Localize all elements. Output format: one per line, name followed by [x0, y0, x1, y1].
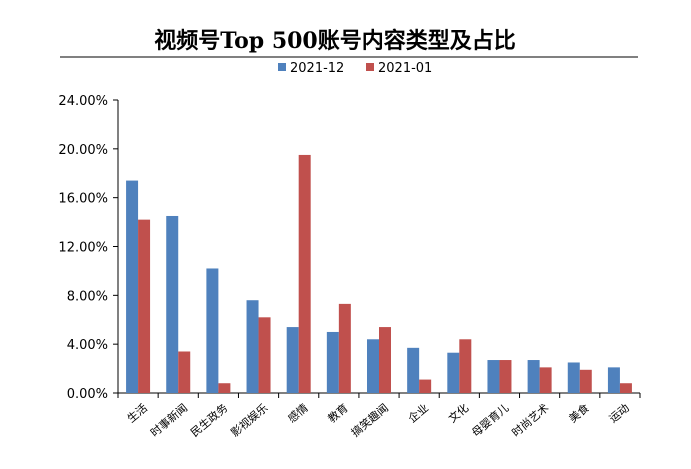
x-category-label: 教育	[325, 401, 351, 426]
y-tick-label: 0.00%	[67, 387, 108, 402]
legend: 2021-12 2021-01	[278, 61, 432, 76]
y-tick-label: 24.00%	[58, 94, 108, 109]
bars	[126, 154, 632, 393]
bar-2021-12	[607, 367, 620, 393]
bar-2021-12	[527, 360, 540, 393]
x-category-label: 时尚艺术	[509, 401, 552, 440]
legend-label: 2021-01	[378, 61, 432, 76]
legend-swatch	[278, 63, 286, 71]
bar-2021-12	[206, 268, 219, 393]
bar-2021-12	[567, 362, 580, 393]
bar-2021-12	[326, 331, 339, 393]
bar-2021-12	[286, 327, 299, 393]
x-category-label: 文化	[445, 401, 471, 426]
bar-2021-01	[419, 379, 432, 393]
x-category-label: 母婴育儿	[469, 401, 512, 440]
x-category-label: 美食	[566, 401, 592, 426]
bar-2021-12	[126, 180, 139, 393]
legend-swatch	[366, 63, 374, 71]
bar-2021-01	[258, 317, 271, 393]
bar-2021-01	[338, 303, 351, 393]
bar-2021-01	[298, 154, 311, 393]
bar-2021-01	[579, 369, 592, 393]
x-category-label: 影视娱乐	[228, 401, 271, 440]
chart-title: 视频号Top 500账号内容类型及占比	[154, 28, 516, 54]
y-tick-label: 20.00%	[58, 143, 108, 158]
y-axis: 0.00% 4.00% 8.00% 12.00% 16.00% 20.00% 24.00%	[58, 94, 119, 402]
x-category-label: 企业	[405, 401, 431, 426]
x-category-label: 生活	[124, 401, 150, 426]
bar-2021-12	[246, 300, 259, 393]
bar-2021-01	[218, 383, 231, 393]
bar-2021-01	[459, 339, 472, 393]
x-category-label: 民生政务	[188, 401, 231, 440]
y-tick-label: 8.00%	[67, 289, 108, 304]
bar-2021-01	[619, 383, 632, 393]
y-tick-label: 4.00%	[67, 338, 108, 353]
x-category-label: 时事新闻	[147, 401, 190, 440]
x-category-label: 运动	[607, 401, 632, 425]
x-category-label: 感情	[285, 401, 310, 425]
bar-2021-12	[166, 215, 179, 393]
bar-2021-01	[499, 360, 512, 393]
bar-2021-12	[407, 347, 420, 393]
bar-2021-12	[367, 339, 379, 393]
bar-2021-12	[487, 360, 500, 393]
bar-2021-01	[379, 327, 391, 393]
y-tick-label: 12.00%	[58, 241, 108, 256]
legend-label: 2021-12	[290, 61, 344, 76]
x-category-label: 搞笑趣闻	[348, 401, 391, 440]
y-tick-label: 16.00%	[58, 192, 108, 207]
bar-2021-01	[539, 367, 552, 393]
bar-2021-01	[138, 219, 151, 393]
bar-2021-01	[178, 351, 191, 393]
bar-2021-12	[447, 352, 460, 393]
